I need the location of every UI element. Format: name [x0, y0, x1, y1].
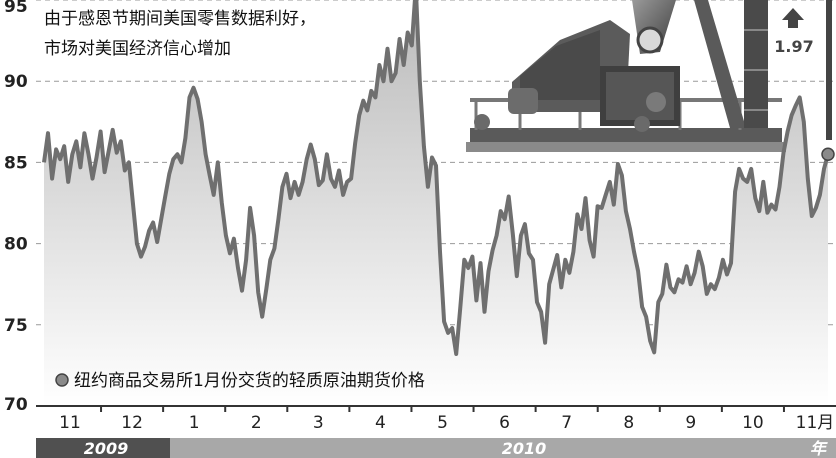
- year-bar-2009: [36, 438, 170, 458]
- change-value: 1.97: [774, 37, 813, 56]
- price-line: [42, 0, 830, 356]
- oil-pump-jack-illustration: [466, 0, 786, 152]
- year-bar: [36, 438, 836, 458]
- x-tick-label: 9: [685, 413, 696, 433]
- legend-marker-icon: [55, 373, 69, 387]
- y-tick-label: 75: [4, 316, 28, 336]
- x-tick-label: 7: [561, 413, 572, 433]
- pole-decoration: [826, 0, 832, 140]
- x-tick-label: 1: [189, 413, 200, 433]
- x-tick-label: 5: [437, 413, 448, 433]
- y-tick-label: 90: [4, 72, 28, 92]
- y-tick-label: 95: [4, 0, 28, 17]
- x-tick-labels: 11 12 1 2 3 4 5 6 7 8 9 10 11月: [59, 413, 834, 433]
- y-tick-labels: 70 75 80 85 90 95: [4, 0, 28, 415]
- x-tick-label: 2: [251, 413, 262, 433]
- y-tick-label: 70: [4, 395, 28, 415]
- year-label-2010: 2010: [502, 439, 547, 458]
- year-label-2009: 2009: [84, 439, 129, 458]
- x-tick-label: 10: [742, 413, 764, 433]
- year-unit-label: 年: [810, 439, 828, 458]
- x-tick-marks: [100, 406, 785, 412]
- y-tick-label: 85: [4, 153, 28, 173]
- x-tick-label: 3: [313, 413, 324, 433]
- x-tick-label: 8: [623, 413, 634, 433]
- y-tick-label: 80: [4, 235, 28, 255]
- x-tick-label: 6: [499, 413, 510, 433]
- arrow-up-icon: [782, 8, 804, 28]
- x-tick-label: 11月: [796, 413, 835, 433]
- last-price-marker: [821, 147, 835, 162]
- headline-line-1: 由于感恩节期间美国零售数据利好，: [44, 9, 316, 29]
- x-tick-label: 11: [59, 413, 81, 433]
- x-tick-label: 12: [121, 413, 143, 433]
- headline-line-2: 市场对美国经济信心增加: [44, 39, 231, 59]
- legend-label: 纽约商品交易所1月份交货的轻质原油期货价格: [74, 371, 425, 391]
- x-tick-label: 4: [375, 413, 386, 433]
